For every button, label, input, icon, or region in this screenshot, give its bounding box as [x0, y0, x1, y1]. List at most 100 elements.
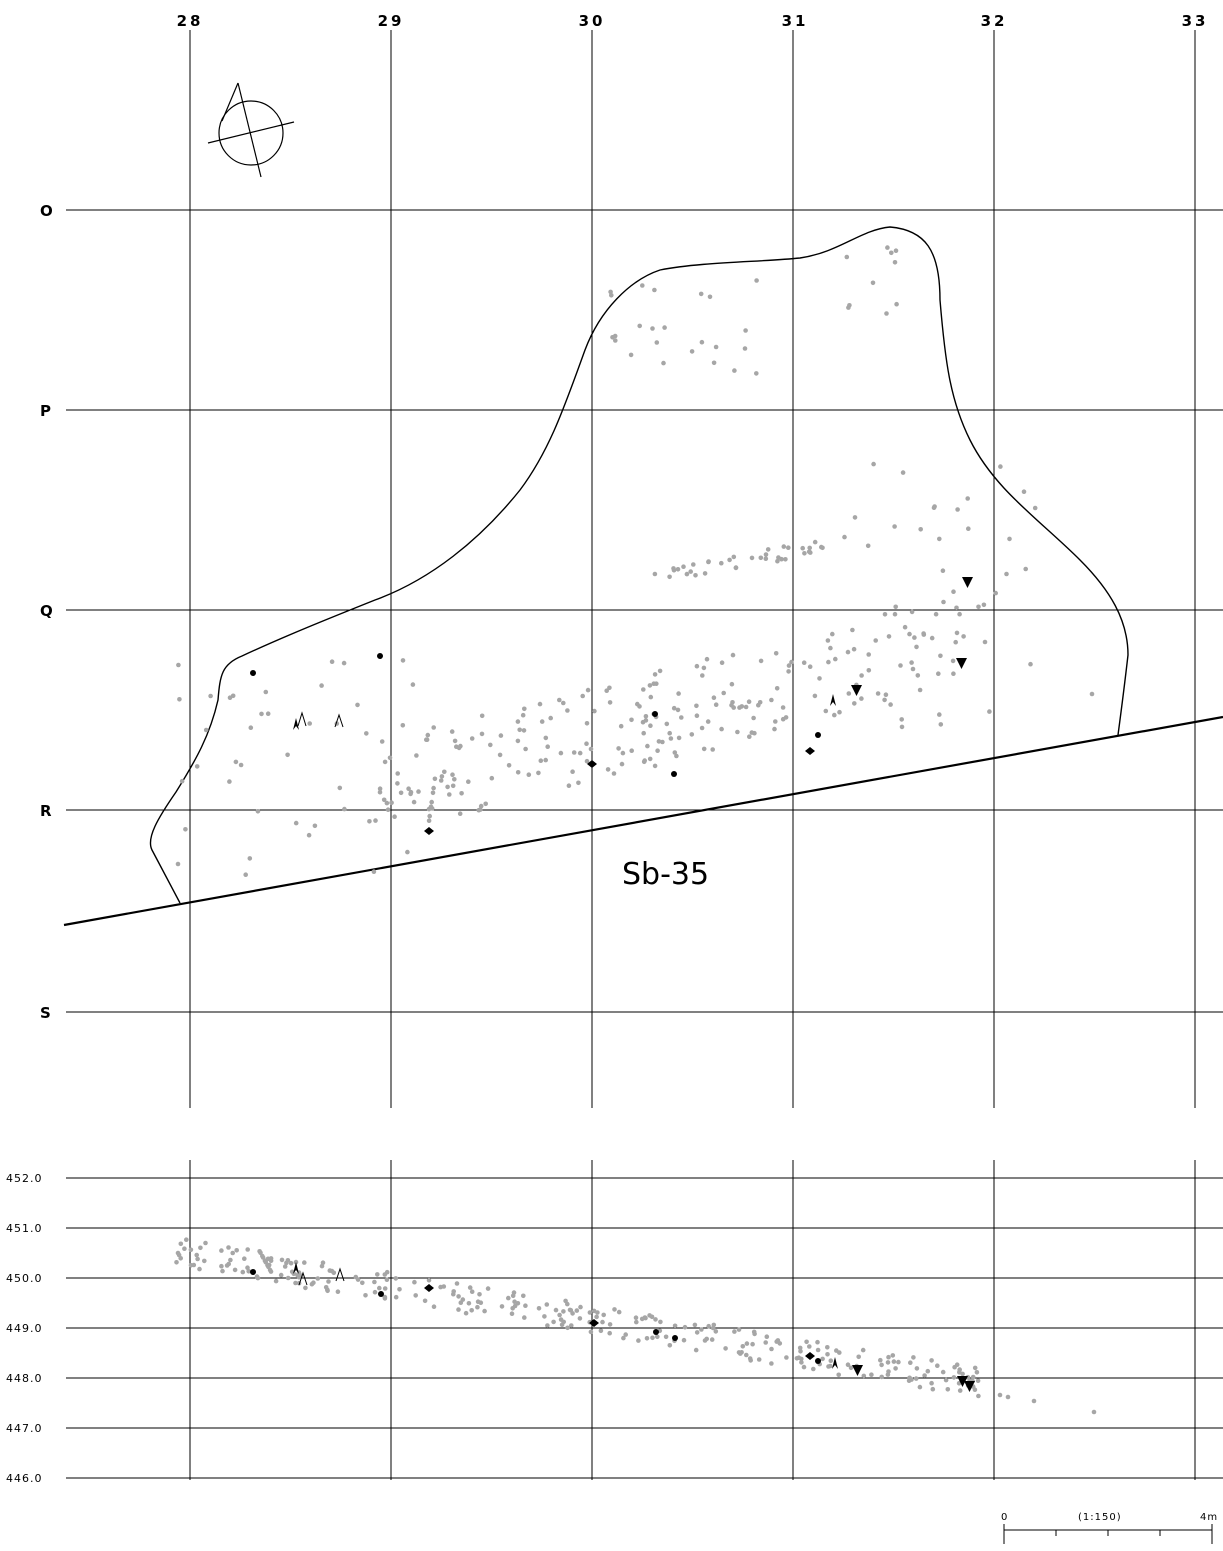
artifact-dot — [608, 289, 613, 295]
pit-edge-line — [63, 715, 1223, 927]
artifact-dot — [379, 739, 385, 744]
artifact-dot — [197, 1266, 202, 1272]
artifact-dot — [743, 704, 749, 710]
artifact-dot — [707, 294, 713, 300]
artifact-dot — [607, 685, 612, 691]
artifact-dot — [740, 1344, 746, 1349]
artifact-dot — [913, 1376, 919, 1381]
artifact-dot — [883, 692, 889, 697]
artifact-dot — [460, 1297, 466, 1302]
artifact-dot — [278, 1272, 284, 1278]
elevation-label: 446.0 — [6, 1472, 43, 1485]
artifact-dot — [178, 1256, 183, 1261]
artifact-dot — [655, 748, 660, 753]
artifact-dot — [372, 1279, 377, 1285]
artifact-dot — [752, 1331, 757, 1337]
artifact-dot — [565, 708, 570, 713]
artifact-dot — [780, 705, 786, 710]
arrow-artifact-marker — [293, 718, 299, 730]
artifact-dot — [515, 770, 521, 775]
artifact-dot — [672, 750, 678, 755]
artifact-dot — [544, 1302, 550, 1307]
artifact-dot — [230, 1250, 235, 1256]
artifact-dot — [337, 785, 343, 791]
artifact-dot — [648, 694, 654, 700]
artifact-dot — [710, 747, 715, 752]
artifact-dot — [706, 1323, 711, 1329]
row-labels: O P Q R S — [40, 202, 53, 1022]
artifact-dot — [694, 1330, 700, 1335]
north-arrow-icon — [207, 82, 295, 178]
artifact-dot — [976, 1393, 981, 1399]
artifact-dot — [801, 660, 807, 665]
artifact-dot — [285, 1275, 291, 1281]
artifact-dot — [769, 1361, 774, 1366]
artifact-dot — [660, 739, 665, 745]
artifact-dot — [675, 567, 681, 572]
round-artifact-marker — [671, 771, 677, 777]
open-arrow-artifact-marker — [334, 713, 344, 728]
artifact-dot — [652, 763, 658, 769]
artifact-dot — [410, 682, 416, 687]
artifact-dot — [918, 527, 923, 532]
round-artifact-marker — [653, 1329, 659, 1335]
artifact-dot — [937, 536, 942, 542]
artifact-dot — [727, 557, 732, 563]
artifact-dot — [650, 326, 655, 331]
artifact-dot — [571, 750, 577, 755]
artifact-dot — [647, 1313, 652, 1318]
artifact-dot — [765, 547, 771, 552]
artifact-dot — [182, 1246, 187, 1251]
artifact-dot — [389, 800, 394, 805]
artifact-dot — [521, 1293, 526, 1299]
artifact-dot — [469, 1289, 475, 1294]
artifact-dot — [584, 741, 589, 746]
round-artifact-marker — [815, 1358, 821, 1364]
plan-artifact-scatter — [175, 245, 1095, 877]
artifact-dot — [672, 1323, 678, 1329]
artifact-dot — [742, 346, 748, 351]
artifact-dot — [848, 1365, 854, 1371]
artifact-dot — [786, 669, 791, 674]
artifact-dot — [1089, 691, 1095, 697]
artifact-dot — [929, 635, 935, 641]
artifact-dot — [183, 827, 188, 832]
row-label: S — [40, 1004, 51, 1022]
artifact-dot — [515, 719, 521, 724]
artifact-dot — [431, 1304, 437, 1309]
artifact-dot — [885, 1360, 891, 1365]
artifact-dot — [667, 574, 672, 580]
artifact-dot — [408, 791, 413, 797]
artifact-dot — [246, 1269, 251, 1274]
artifact-dot — [749, 555, 755, 561]
artifact-dot — [911, 1355, 916, 1360]
artifact-dot — [751, 715, 756, 721]
artifact-dot — [266, 1263, 271, 1268]
artifact-dot — [847, 303, 852, 308]
round-artifact-marker — [815, 732, 821, 738]
artifact-dot — [647, 756, 653, 762]
artifact-dot — [561, 1309, 566, 1314]
artifact-dot — [976, 604, 981, 610]
artifact-dot — [800, 545, 805, 551]
artifact-dot — [764, 1334, 770, 1339]
artifact-dot — [886, 634, 892, 639]
artifact-dot — [961, 634, 966, 639]
artifact-dot — [395, 771, 401, 776]
row-label: R — [40, 802, 52, 820]
artifact-dot — [570, 1311, 575, 1316]
artifact-dot — [285, 752, 290, 758]
column-label: 28 — [177, 12, 204, 30]
artifact-dot — [875, 691, 881, 696]
artifact-dot — [789, 659, 794, 665]
plan-artifact-symbols — [250, 577, 973, 835]
artifact-dot — [893, 1366, 898, 1371]
artifact-dot — [618, 723, 624, 729]
artifact-dot — [656, 739, 662, 744]
artifact-dot — [846, 691, 852, 696]
artifact-dot — [633, 1315, 639, 1320]
artifact-dot — [177, 697, 182, 702]
elevation-label: 451.0 — [6, 1222, 43, 1235]
artifact-dot — [342, 806, 347, 812]
artifact-dot — [917, 1384, 923, 1390]
